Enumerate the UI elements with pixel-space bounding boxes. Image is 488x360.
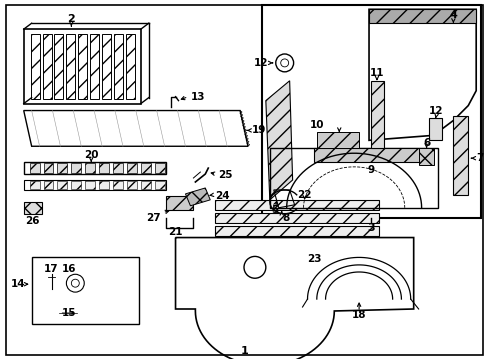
Polygon shape: [78, 34, 87, 99]
Text: 27: 27: [146, 213, 161, 223]
Polygon shape: [54, 34, 63, 99]
Polygon shape: [141, 163, 150, 173]
Polygon shape: [71, 181, 81, 189]
Polygon shape: [114, 34, 122, 99]
Polygon shape: [43, 163, 53, 173]
Polygon shape: [127, 181, 137, 189]
Polygon shape: [215, 213, 378, 223]
Text: 26: 26: [25, 216, 40, 226]
Polygon shape: [314, 148, 427, 162]
Polygon shape: [418, 148, 433, 165]
Polygon shape: [165, 196, 193, 210]
Polygon shape: [113, 163, 122, 173]
Polygon shape: [24, 202, 41, 214]
Text: 3: 3: [366, 222, 374, 233]
Polygon shape: [66, 34, 75, 99]
Polygon shape: [57, 181, 67, 189]
Text: 16: 16: [62, 264, 77, 274]
Polygon shape: [99, 181, 109, 189]
Text: 23: 23: [306, 255, 321, 264]
Polygon shape: [427, 118, 442, 140]
Polygon shape: [215, 200, 378, 210]
Polygon shape: [215, 226, 378, 235]
Text: 24: 24: [215, 191, 229, 201]
Polygon shape: [317, 132, 358, 148]
Text: 15: 15: [61, 308, 76, 318]
Polygon shape: [30, 163, 40, 173]
Polygon shape: [85, 163, 95, 173]
Text: 21: 21: [168, 226, 183, 237]
Polygon shape: [126, 34, 135, 99]
Text: 8: 8: [282, 213, 289, 223]
Polygon shape: [30, 181, 40, 189]
Polygon shape: [368, 9, 475, 23]
Polygon shape: [90, 34, 99, 99]
Text: 9: 9: [366, 165, 374, 175]
Polygon shape: [452, 116, 468, 195]
Text: 7: 7: [475, 153, 483, 163]
Polygon shape: [141, 181, 150, 189]
Polygon shape: [99, 163, 109, 173]
Text: 13: 13: [190, 92, 204, 102]
Text: 2: 2: [67, 14, 75, 24]
Polygon shape: [154, 163, 164, 173]
Text: 4: 4: [448, 10, 456, 20]
Text: 5: 5: [270, 205, 278, 215]
Text: 10: 10: [309, 121, 324, 130]
Polygon shape: [102, 34, 111, 99]
Polygon shape: [57, 163, 67, 173]
Text: 20: 20: [84, 150, 98, 160]
Text: 12: 12: [428, 105, 443, 116]
Text: 1: 1: [241, 346, 248, 356]
Polygon shape: [42, 34, 51, 99]
Text: 18: 18: [351, 310, 366, 320]
Text: 17: 17: [44, 264, 59, 274]
Text: 14: 14: [10, 279, 25, 289]
Text: 11: 11: [369, 68, 384, 78]
Polygon shape: [154, 181, 164, 189]
Polygon shape: [71, 163, 81, 173]
Polygon shape: [31, 34, 40, 99]
Polygon shape: [113, 181, 122, 189]
Polygon shape: [370, 81, 383, 148]
Polygon shape: [185, 188, 210, 206]
Text: 19: 19: [251, 125, 266, 135]
Polygon shape: [127, 163, 137, 173]
Polygon shape: [43, 181, 53, 189]
Text: 6: 6: [422, 138, 429, 148]
Text: 12: 12: [253, 58, 267, 68]
Text: 22: 22: [297, 190, 311, 200]
Polygon shape: [85, 181, 95, 189]
Polygon shape: [265, 81, 292, 200]
Text: 25: 25: [218, 170, 232, 180]
